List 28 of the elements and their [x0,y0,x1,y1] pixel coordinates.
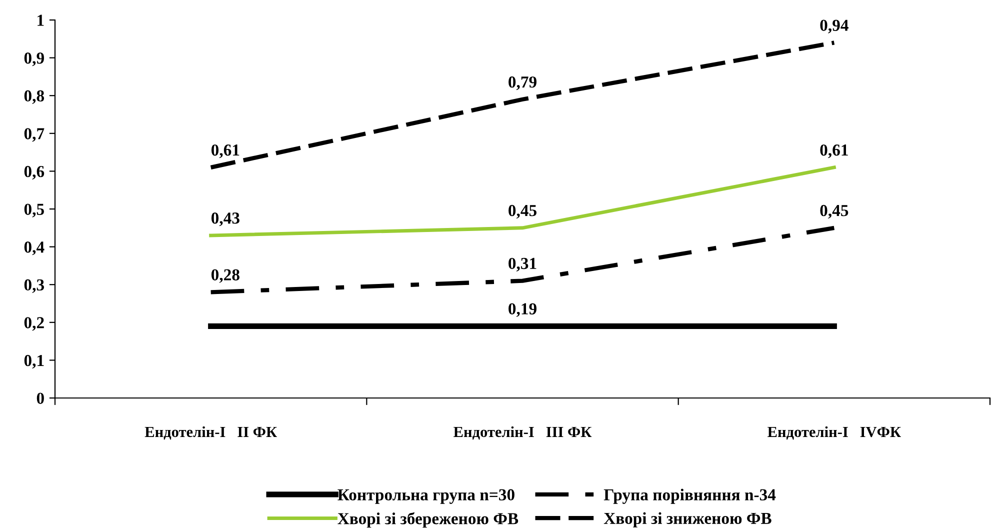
legend-label: Контрольна група n=30 [338,489,514,504]
y-tick-label: 0,6 [24,166,44,180]
data-label: 0,45 [508,204,536,219]
y-tick-label: 0,1 [24,354,44,369]
y-tick-label: 0,2 [24,317,44,331]
data-label: 0,31 [508,258,536,272]
data-label: 0,43 [211,212,240,226]
y-tick-label: 0,9 [24,52,44,66]
y-tick-label: 0,8 [24,90,44,104]
y-tick-label: 0,4 [24,242,44,256]
data-label: 0,79 [508,76,536,90]
y-tick-label: 1 [38,14,44,26]
y-tick-label: 0,3 [24,279,44,293]
y-tick-label: 0 [36,392,44,404]
data-label: 0,94 [820,20,848,34]
x-tick-label: Ендотелін-I III ФК [454,426,592,440]
x-tick-label: Ендотелін-I II ФК [144,426,277,440]
data-label: 0,61 [820,144,848,158]
y-tick-label: 0,5 [24,204,44,218]
legend-label: Група порівняння n-34 [604,488,776,504]
data-label: 0,61 [211,144,240,158]
data-label: 0,45 [820,204,848,219]
legend-label: Хворі зі збереженою ФВ [338,512,518,528]
x-tick-label: Ендотелін-I IVФК [768,426,901,440]
data-label: 0,28 [211,269,240,283]
y-tick-label: 0,7 [24,128,44,142]
data-label: 0,19 [508,303,536,317]
legend-label: Хворі зі зниженою ФВ [604,512,772,528]
